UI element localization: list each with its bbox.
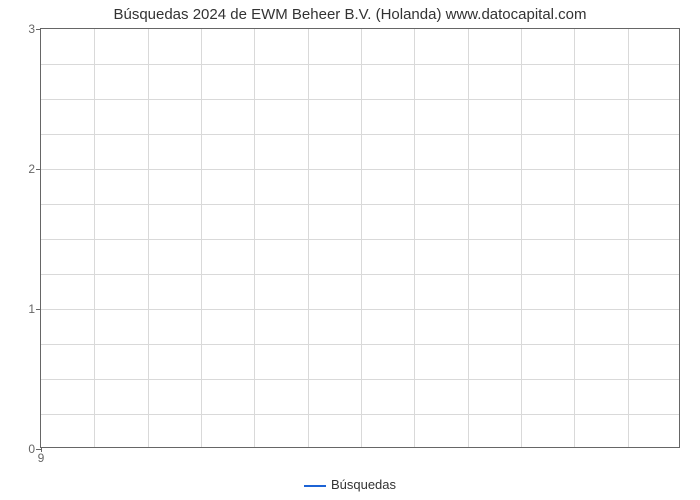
legend-swatch xyxy=(304,485,326,487)
y-tick-mark xyxy=(36,309,41,310)
gridline-vertical xyxy=(361,29,362,447)
gridline-vertical xyxy=(468,29,469,447)
gridline-horizontal xyxy=(41,309,679,310)
gridline-vertical xyxy=(254,29,255,447)
gridline-vertical xyxy=(521,29,522,447)
y-tick-label: 0 xyxy=(28,442,35,456)
x-tick-label: 9 xyxy=(38,451,45,465)
gridline-horizontal-minor xyxy=(41,204,679,205)
y-tick-mark xyxy=(36,169,41,170)
gridline-vertical xyxy=(628,29,629,447)
plot-area: 01239 xyxy=(40,28,680,448)
gridline-vertical xyxy=(94,29,95,447)
gridline-horizontal-minor xyxy=(41,239,679,240)
gridline-horizontal-minor xyxy=(41,64,679,65)
gridline-horizontal-minor xyxy=(41,134,679,135)
gridline-vertical xyxy=(414,29,415,447)
legend-label: Búsquedas xyxy=(331,477,396,492)
y-tick-label: 3 xyxy=(28,22,35,36)
gridline-vertical xyxy=(308,29,309,447)
gridline-vertical xyxy=(148,29,149,447)
gridline-horizontal xyxy=(41,169,679,170)
gridline-horizontal-minor xyxy=(41,414,679,415)
gridline-horizontal-minor xyxy=(41,99,679,100)
chart-title: Búsquedas 2024 de EWM Beheer B.V. (Holan… xyxy=(0,6,700,23)
gridline-vertical xyxy=(201,29,202,447)
y-tick-label: 2 xyxy=(28,162,35,176)
y-tick-label: 1 xyxy=(28,302,35,316)
gridline-horizontal-minor xyxy=(41,344,679,345)
gridline-horizontal-minor xyxy=(41,379,679,380)
gridline-horizontal-minor xyxy=(41,274,679,275)
y-tick-mark xyxy=(36,29,41,30)
gridline-vertical xyxy=(574,29,575,447)
legend: Búsquedas xyxy=(0,477,700,492)
chart-container: Búsquedas 2024 de EWM Beheer B.V. (Holan… xyxy=(0,0,700,500)
